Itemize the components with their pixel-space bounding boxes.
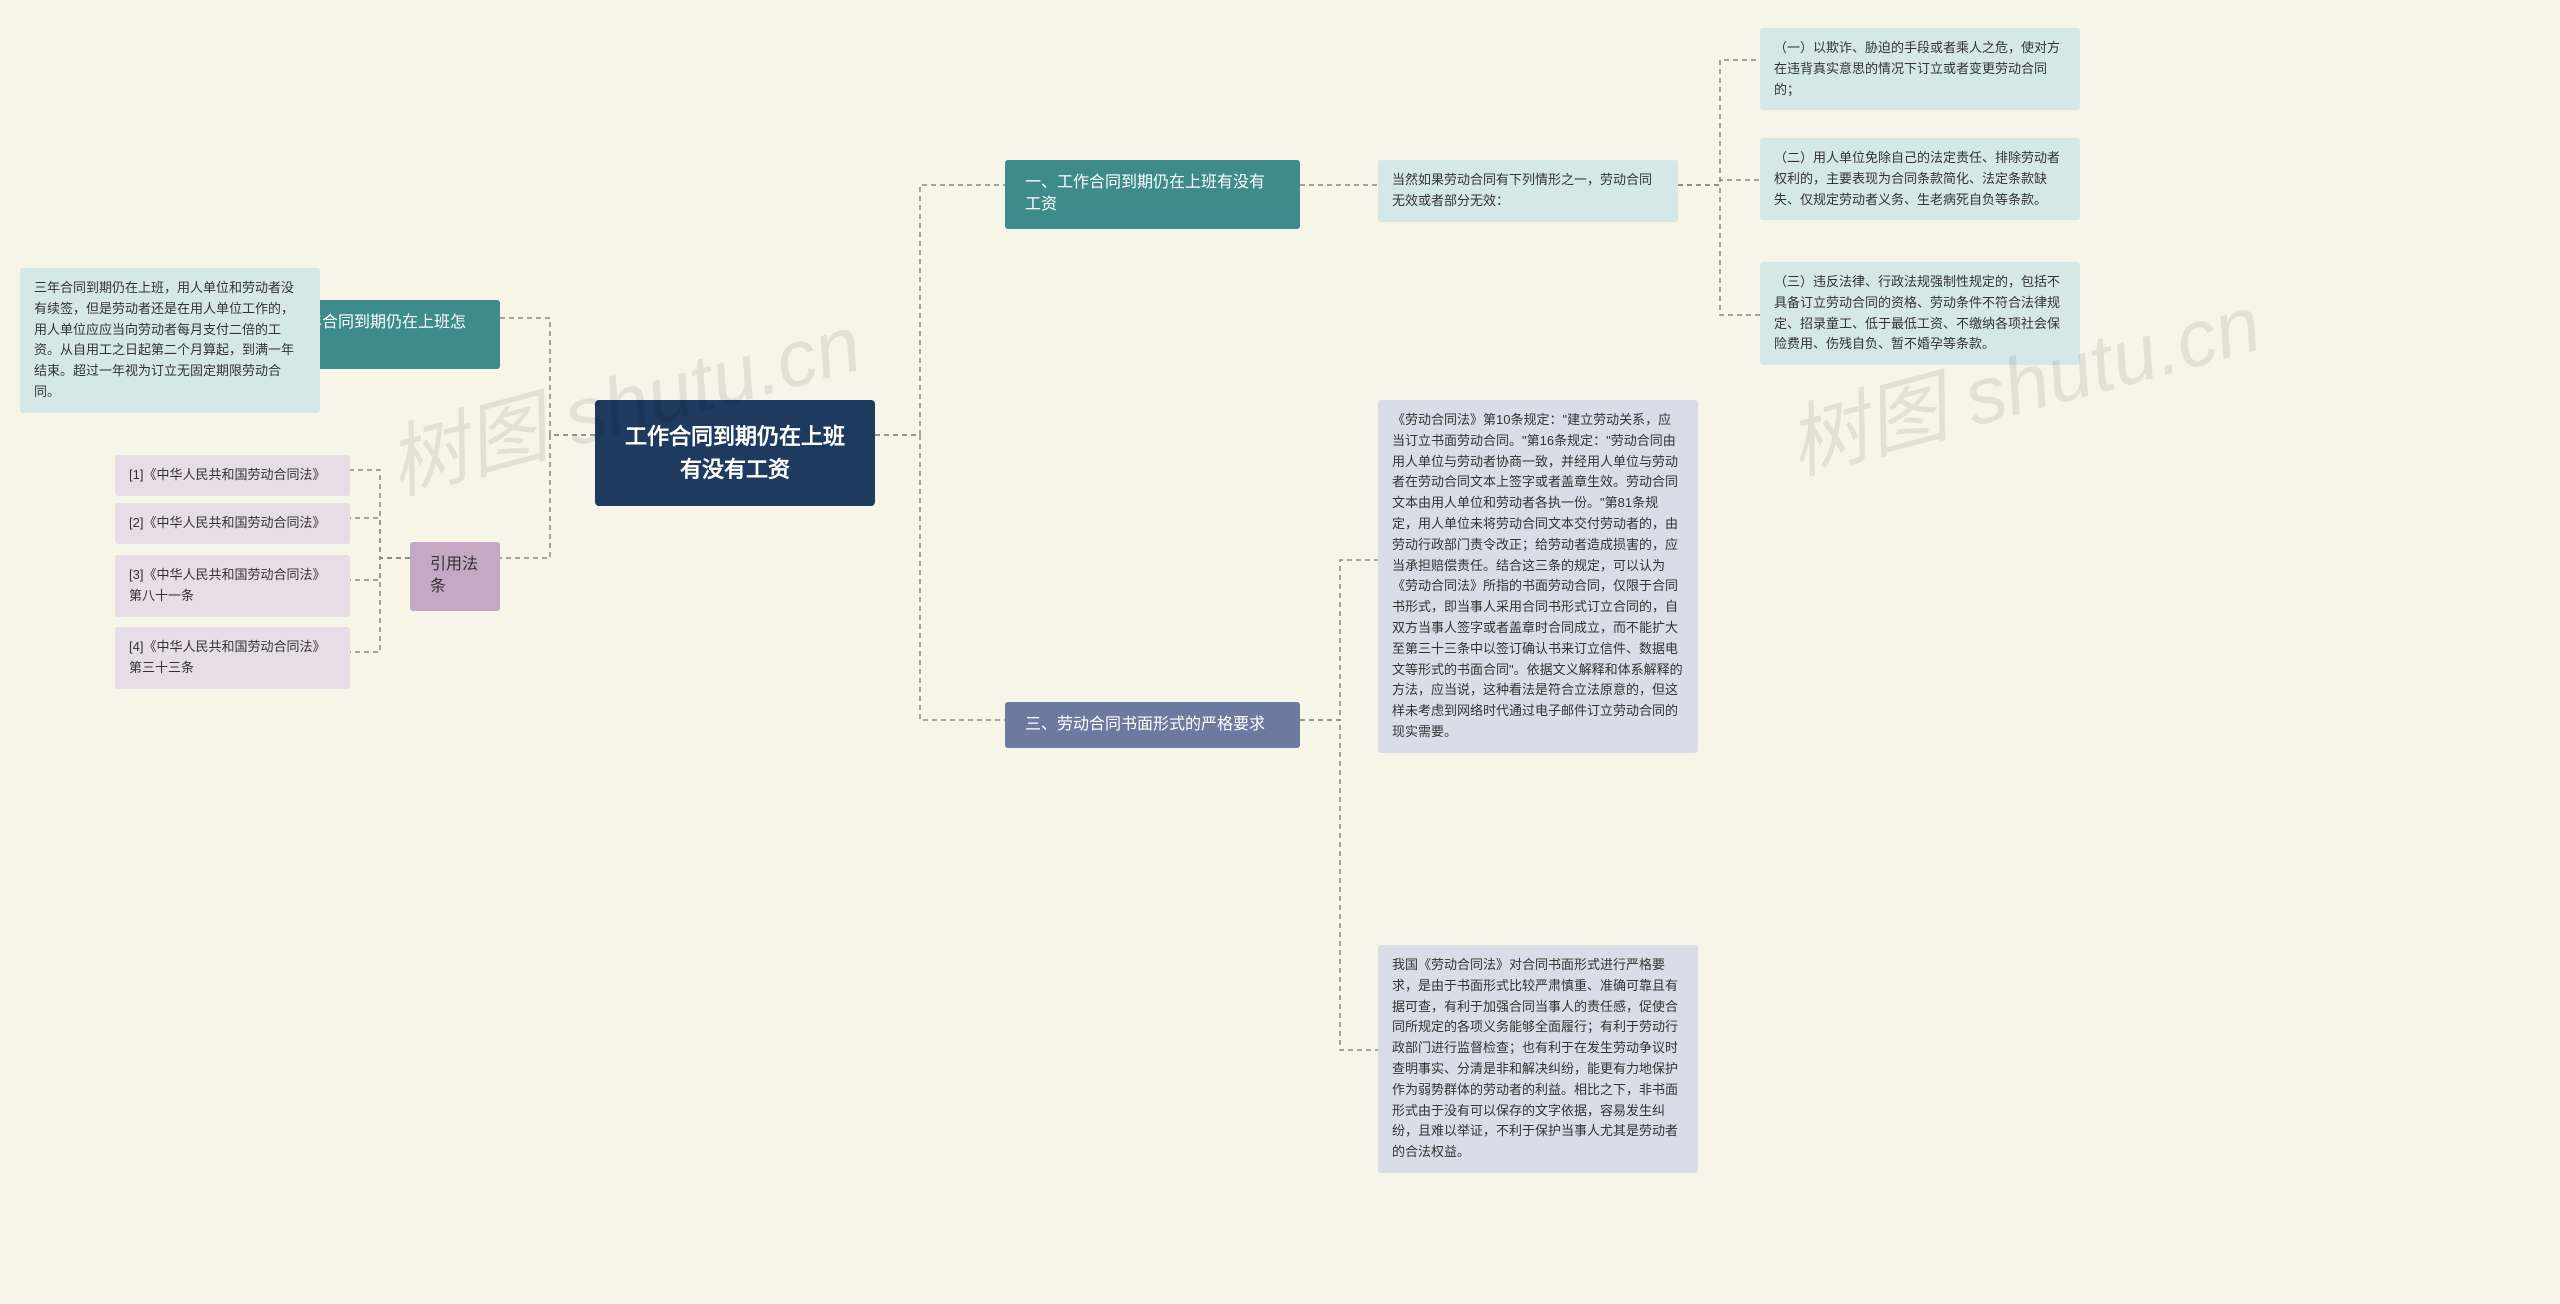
- section-1-title: 一、工作合同到期仍在上班有没有工资: [1025, 174, 1265, 213]
- section-1-item-3: （三）违反法律、行政法规强制性规定的，包括不具备订立劳动合同的资格、劳动条件不符…: [1760, 262, 2080, 365]
- section-1-item-2: （二）用人单位免除自己的法定责任、排除劳动者权利的，主要表现为合同条款简化、法定…: [1760, 138, 2080, 220]
- section-4-item-1: [1]《中华人民共和国劳动合同法》: [115, 455, 350, 496]
- section-1-node: 一、工作合同到期仍在上班有没有工资: [1005, 160, 1300, 229]
- section-1-intro: 当然如果劳动合同有下列情形之一，劳动合同无效或者部分无效：: [1378, 160, 1678, 222]
- section-4-item-4: [4]《中华人民共和国劳动合同法》 第三十三条: [115, 627, 350, 689]
- section-2-content: 三年合同到期仍在上班，用人单位和劳动者没有续签，但是劳动者还是在用人单位工作的，…: [20, 268, 320, 413]
- section-4-item-2: [2]《中华人民共和国劳动合同法》: [115, 503, 350, 544]
- section-4-title: 引用法条: [430, 556, 478, 595]
- center-node: 工作合同到期仍在上班有没有工资: [595, 400, 875, 506]
- section-4-node: 引用法条: [410, 542, 500, 611]
- section-3-item-1: 《劳动合同法》第10条规定："建立劳动关系，应当订立书面劳动合同。"第16条规定…: [1378, 400, 1698, 753]
- section-1-item-1: （一）以欺诈、胁迫的手段或者乘人之危，使对方在违背真实意思的情况下订立或者变更劳…: [1760, 28, 2080, 110]
- section-3-item-2: 我国《劳动合同法》对合同书面形式进行严格要求，是由于书面形式比较严肃慎重、准确可…: [1378, 945, 1698, 1173]
- center-title: 工作合同到期仍在上班有没有工资: [625, 424, 845, 482]
- section-4-item-3: [3]《中华人民共和国劳动合同法》 第八十一条: [115, 555, 350, 617]
- section-3-title: 三、劳动合同书面形式的严格要求: [1025, 716, 1265, 733]
- section-3-node: 三、劳动合同书面形式的严格要求: [1005, 702, 1300, 748]
